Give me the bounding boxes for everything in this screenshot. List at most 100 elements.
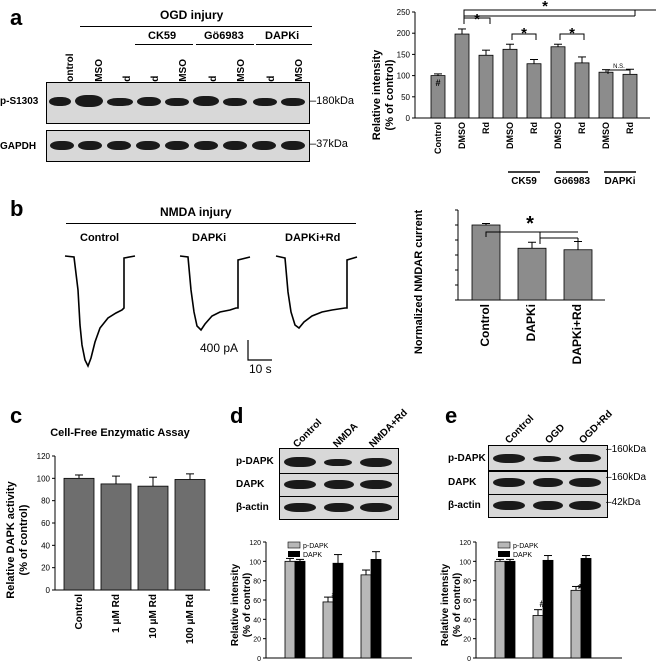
group-label-dapki: DAPKi xyxy=(265,30,300,42)
chart-a-tick-label: 100 xyxy=(397,72,411,81)
chart-c-bar xyxy=(137,485,169,591)
panel-d-lane-labels: Control NMDA NMDA+Rd xyxy=(291,408,410,450)
chart-a-group-go: Gö6983 xyxy=(554,176,591,187)
chart-c-tick-label: 120 xyxy=(37,452,51,461)
chart-e-bar-dapk xyxy=(580,558,592,659)
chart-a-bar xyxy=(550,46,566,119)
chart-e-bar-pdapk xyxy=(570,589,582,659)
scale-y-label: 400 pA xyxy=(200,341,239,355)
panel-a-letter: a xyxy=(10,5,23,30)
e-marker-42: –42kDa xyxy=(606,497,641,508)
row-label-ps1303: p-S1303 xyxy=(0,96,39,107)
e-lane-ogd-rd: OGD+Rd xyxy=(577,409,614,446)
chart-c-ylabel-2: (% of control) xyxy=(18,504,30,575)
trace-label-dapki: DAPKi xyxy=(192,232,227,244)
d-blot-dapk xyxy=(279,473,399,497)
chart-a-bar xyxy=(502,48,518,119)
chart-a-star-top: * xyxy=(542,0,548,15)
scale-bar xyxy=(247,340,272,361)
e-row-label-bactin: β-actin xyxy=(448,500,481,511)
d-row-label-dapk: DAPK xyxy=(236,479,265,490)
chart-d-ylabel-1: Relative intensity xyxy=(230,563,241,646)
chart-e-hash: # xyxy=(539,599,544,609)
chart-a-bar xyxy=(478,54,494,119)
chart-c-title: Cell-Free Enzymatic Assay xyxy=(50,427,190,439)
chart-a-xlabel: Rd xyxy=(481,122,491,134)
chart-a-bracket-1 xyxy=(463,17,491,24)
chart-a-bracket-ns xyxy=(607,69,631,74)
trace-label-dapki-rd: DAPKi+Rd xyxy=(285,232,341,244)
chart-a-xlabel: Rd xyxy=(577,122,587,134)
chart-e-bar-pdapk xyxy=(494,560,506,659)
chart-d-tick-label: 20 xyxy=(253,637,261,644)
chart-a-xlabel: Rd xyxy=(625,122,635,134)
chart-d-tick-label: 40 xyxy=(253,617,261,624)
chart-c-bar xyxy=(100,483,132,591)
row-label-gapdh: GAPDH xyxy=(0,141,37,152)
chart-e-tick-label: 60 xyxy=(463,598,471,605)
chart-c-xlabel: 100 μM Rd xyxy=(185,594,196,644)
marker-180kda: –180kDa xyxy=(310,95,355,107)
chart-a-ylabel-1: Relative intensity xyxy=(371,49,383,140)
chart-d-legend-dapk: DAPK xyxy=(303,552,322,559)
chart-e-legend-swatch-dapk xyxy=(498,551,510,557)
chart-e-tick-label: 120 xyxy=(459,540,471,547)
chart-e-tick-label: 0 xyxy=(467,656,471,663)
chart-e-legend-swatch-pdapk xyxy=(497,541,511,549)
e-blot-bactin xyxy=(488,494,608,518)
chart-a-tick-label: 250 xyxy=(397,8,411,17)
chart-c-xlabel: Control xyxy=(74,594,85,630)
lane-label-ck59-dmso: DMSO xyxy=(178,59,189,89)
chart-d-tick-label: 0 xyxy=(257,656,261,663)
chart-a-xlabel: DMSO xyxy=(553,122,563,149)
chart-d-legend-swatch-dapk xyxy=(288,551,300,557)
lane-label-dmso: DMSO xyxy=(94,59,105,89)
group-line-dapki xyxy=(256,44,312,45)
chart-c-xlabel: 1 μM Rd xyxy=(111,594,122,633)
chart-a-bracket-2 xyxy=(511,33,537,40)
chart-b-tick-label: 100 xyxy=(453,227,454,228)
chart-d-legend-pdapk: p-DAPK xyxy=(303,543,329,550)
ogd-injury-header: OGD injury xyxy=(160,8,224,22)
d-lane-control: Control xyxy=(291,417,324,450)
chart-d-tick-label: 100 xyxy=(249,559,261,566)
e-marker-160-2: –160kDa xyxy=(606,472,647,483)
chart-a-bar xyxy=(598,71,614,119)
panel-c-letter: c xyxy=(10,403,23,428)
chart-a-ns-mark: N.S. xyxy=(613,64,625,70)
chart-d-bar-dapk xyxy=(294,560,306,659)
chart-e: Relative intensity (% of control) 0 20 40 6… xyxy=(440,540,622,663)
e-blot-pdapk xyxy=(488,445,608,471)
e-row-label-dapk: DAPK xyxy=(448,477,477,488)
chart-e-star: * xyxy=(577,581,583,596)
chart-e-legend-dapk: DAPK xyxy=(513,552,532,559)
chart-b-ylabel: Normalized NMDAR current xyxy=(413,210,425,355)
current-traces xyxy=(64,255,358,368)
chart-b-xlabel: DAPKi+Rd xyxy=(570,304,584,364)
chart-a-star-2: * xyxy=(521,25,527,42)
chart-d-tick-label: 60 xyxy=(253,598,261,605)
ogd-header-line xyxy=(80,26,312,27)
d-blot-bactin xyxy=(279,496,399,520)
chart-d-bar-dapk xyxy=(332,562,344,659)
chart-a-tick-label: 200 xyxy=(397,29,411,38)
chart-a-tick-label: 0 xyxy=(406,114,411,123)
chart-c-ylabel-1: Relative DAPK activity xyxy=(5,480,17,598)
chart-c-tick-label: 0 xyxy=(46,586,51,595)
chart-e-ylabel-2: (% of control) xyxy=(452,573,463,637)
marker-37kda: –37kDa xyxy=(310,138,348,150)
chart-a-bar xyxy=(622,73,638,119)
e-lane-control: Control xyxy=(503,413,536,446)
chart-c-xlabel: 10 μM Rd xyxy=(148,594,159,638)
panel-e-letter: e xyxy=(445,403,458,428)
chart-c-tick-label: 100 xyxy=(37,474,51,483)
chart-d-bar-dapk xyxy=(370,558,382,659)
chart-e-tick-label: 20 xyxy=(463,637,471,644)
chart-c-bar xyxy=(174,479,206,591)
chart-a-hash-mark: # xyxy=(435,78,440,88)
chart-a-xlabel: Rd xyxy=(529,122,539,134)
chart-a-star-3: * xyxy=(569,25,575,42)
chart-b-tick-label: 0 xyxy=(453,302,454,303)
chart-a-group-dapki: DAPKi xyxy=(604,176,635,187)
trace-dapki xyxy=(179,255,251,332)
